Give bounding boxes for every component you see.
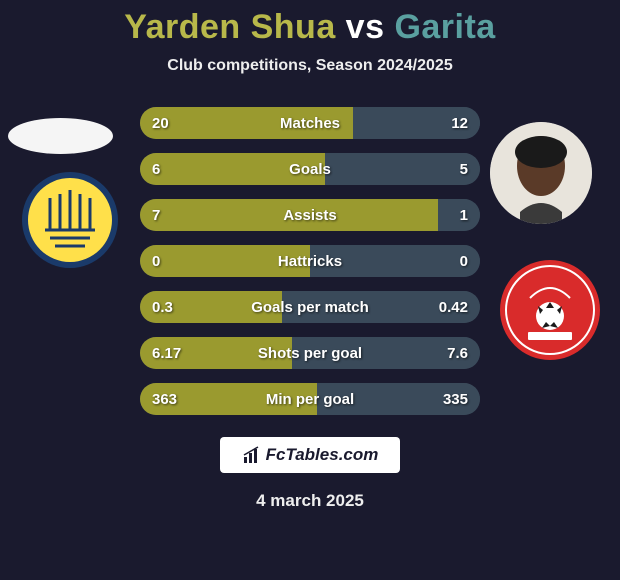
comparison-title: Yarden Shua vs Garita <box>0 0 620 47</box>
stat-value-left: 6.17 <box>152 345 181 362</box>
stat-label: Hattricks <box>278 253 342 270</box>
stat-bar-right <box>325 153 480 185</box>
stat-value-right: 335 <box>443 391 468 408</box>
stat-value-right: 7.6 <box>447 345 468 362</box>
title-player-left: Yarden Shua <box>124 8 335 46</box>
stat-row: 6 Goals 5 <box>140 153 480 185</box>
player-photo-right <box>490 122 592 224</box>
stat-value-left: 0.3 <box>152 299 173 316</box>
player-photo-left <box>8 118 113 154</box>
stat-row: 0 Hattricks 0 <box>140 245 480 277</box>
stat-row: 7 Assists 1 <box>140 199 480 231</box>
title-vs: vs <box>336 8 395 46</box>
stat-row: 363 Min per goal 335 <box>140 383 480 415</box>
stat-value-left: 20 <box>152 115 169 132</box>
player-photo-right-svg <box>490 122 592 224</box>
club-badge-left <box>20 170 120 270</box>
title-player-right: Garita <box>394 8 495 46</box>
stat-label: Goals per match <box>251 299 369 316</box>
subtitle: Club competitions, Season 2024/2025 <box>0 57 620 75</box>
club-badge-right <box>498 258 602 362</box>
stat-label: Assists <box>283 207 336 224</box>
footer-logo: FcTables.com <box>220 437 400 473</box>
stat-label: Min per goal <box>266 391 354 408</box>
stat-value-right: 0 <box>460 253 468 270</box>
club-badge-right-svg <box>498 258 602 362</box>
stat-label: Shots per goal <box>258 345 362 362</box>
footer-logo-icon <box>242 445 262 465</box>
stat-row: 20 Matches 12 <box>140 107 480 139</box>
stat-value-left: 363 <box>152 391 177 408</box>
stat-value-left: 6 <box>152 161 160 178</box>
stat-label: Goals <box>289 161 331 178</box>
stat-value-left: 0 <box>152 253 160 270</box>
stat-value-right: 5 <box>460 161 468 178</box>
club-badge-left-svg <box>20 170 120 270</box>
stat-value-right: 1 <box>460 207 468 224</box>
stat-label: Matches <box>280 115 340 132</box>
stat-value-right: 0.42 <box>439 299 468 316</box>
stat-row: 6.17 Shots per goal 7.6 <box>140 337 480 369</box>
stat-row: 0.3 Goals per match 0.42 <box>140 291 480 323</box>
stat-value-left: 7 <box>152 207 160 224</box>
footer-date: 4 march 2025 <box>0 491 620 511</box>
stat-value-right: 12 <box>451 115 468 132</box>
footer-logo-text: FcTables.com <box>266 445 379 465</box>
